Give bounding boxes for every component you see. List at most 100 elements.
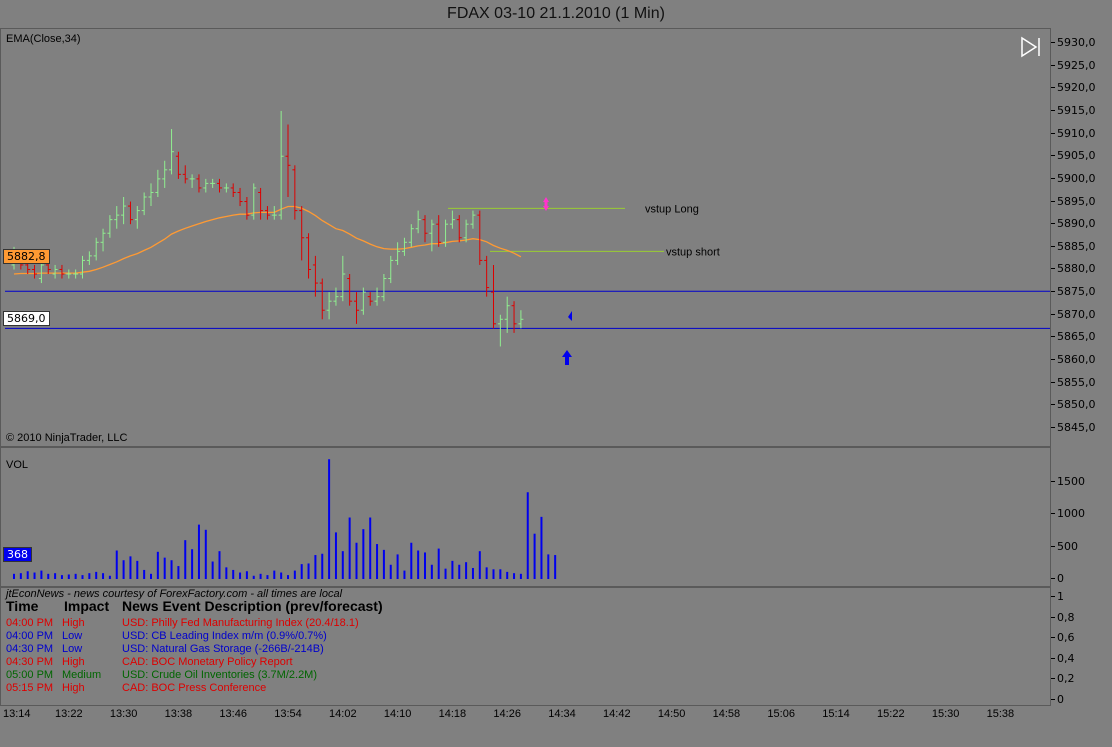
time-tick: 15:22 [877,708,905,720]
time-tick: 14:02 [329,708,357,720]
news-panel[interactable] [0,587,1051,706]
volume-bar [437,548,440,579]
news-axis-tick: 1 [1051,590,1064,603]
news-time: 04:00 PM [6,617,54,629]
volume-bar [129,556,132,579]
price-tick: 5910,0 [1051,126,1096,140]
price-bar [415,210,421,234]
news-time: 05:00 PM [6,669,54,681]
price-bar [319,278,325,320]
news-desc: CAD: BOC Monetary Policy Report [122,656,293,668]
price-tick: 5865,0 [1051,330,1096,344]
price-tick: 5920,0 [1051,81,1096,95]
volume-bar [156,551,159,579]
price-bar [162,160,168,188]
price-bar [189,174,195,188]
volume-bar [321,553,324,579]
annotation-text-0: vstup Long [645,203,699,215]
volume-bar [218,551,221,579]
volume-bar [54,573,57,579]
volume-bar [245,571,248,579]
volume-bar [150,573,152,579]
short-signal-arrow [543,197,549,211]
time-tick: 15:38 [986,708,1015,720]
volume-bar [143,569,146,579]
time-tick: 14:34 [548,708,576,720]
news-time: 04:00 PM [6,630,54,642]
price-bar [504,296,510,333]
volume-bar [513,573,516,579]
price-panel[interactable] [0,28,1051,447]
volume-bar [382,549,385,579]
price-bar [456,215,462,243]
news-row: 04:00 PM High USD: Philly Fed Manufacturin… [6,617,1046,630]
volume-bar [67,574,70,579]
price-bar [237,187,243,207]
price-bar [429,219,435,252]
price-bar [388,255,394,284]
price-bar [107,215,113,238]
price-bar [264,206,270,220]
news-time: 05:15 PM [6,682,54,694]
news-header-time: Time [6,598,39,614]
price-bar [518,310,524,329]
price-bar [306,233,312,279]
news-impact: High [62,656,85,668]
news-header-impact: Impact [64,598,110,614]
volume-axis: 1500 1000 500 0 [1051,447,1112,587]
volume-bar [314,555,317,579]
price-tick: 5900,0 [1051,171,1096,185]
price-tick: 5925,0 [1051,58,1096,72]
volume-bar [204,529,207,579]
volume-bar [102,573,105,579]
volume-bar [197,524,200,579]
news-impact: Low [62,630,83,642]
volume-bar [334,532,337,579]
news-desc: USD: Philly Fed Manufacturing Index (20.… [122,617,359,629]
price-bar [470,210,476,229]
price-bar [134,206,140,229]
volume-panel[interactable] [0,447,1051,587]
news-impact: High [62,682,85,694]
price-bar [182,165,188,184]
news-row: 05:00 PM Medium USD: Crude Oil Inventories… [6,669,1046,682]
time-tick: 13:30 [109,708,138,720]
volume-bar [526,492,529,579]
price-bar [278,110,284,220]
news-time: 04:30 PM [6,643,54,655]
volume-bar [88,573,91,579]
price-tick: 5880,0 [1051,262,1096,276]
price-bar [210,178,216,188]
last-price-tag: 5869,0 [3,311,50,326]
news-axis-tick: 0,2 [1051,672,1075,686]
price-bar [100,228,106,252]
volume-bar [266,575,269,579]
price-tick: 5930,0 [1051,36,1096,49]
price-bar [340,255,346,302]
volume-bar [444,568,447,579]
volume-bar [40,570,43,579]
volume-bar [458,564,461,579]
price-bar [422,215,428,243]
volume-label: VOL [6,459,29,471]
volume-bar [60,575,63,579]
volume-tick: 500 [1051,539,1078,553]
volume-bar [471,567,474,579]
volume-bar [33,572,36,579]
volume-bar [506,571,509,579]
volume-bar [259,573,262,579]
volume-bar [252,575,255,579]
news-row: 04:00 PM Low USD: CB Leading Index m/m (0.… [6,630,1046,643]
price-bar [230,183,236,197]
news-desc: USD: Natural Gas Storage (-266B/-214B) [122,643,324,655]
price-bar [258,187,264,220]
price-bar [155,169,161,197]
time-tick: 13:46 [219,708,247,720]
price-bar [196,174,202,193]
price-tick: 5845,0 [1051,421,1096,434]
price-bar [449,210,455,229]
news-impact: Medium [62,669,102,681]
price-bar [32,264,38,279]
play-forward-icon[interactable] [1020,36,1042,58]
